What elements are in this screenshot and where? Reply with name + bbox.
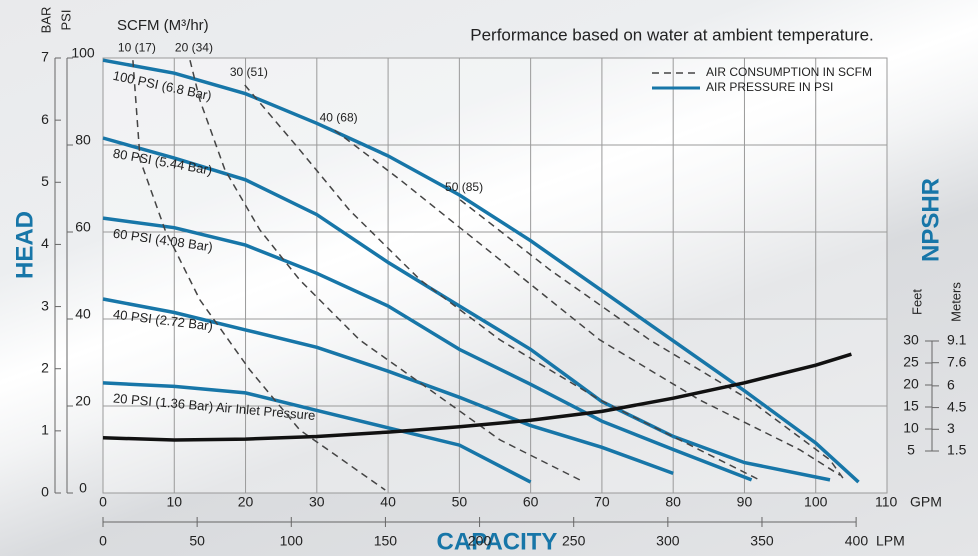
x-alt-tick-label: 400 [845, 533, 869, 549]
y2-tick-label: 30 [903, 332, 919, 348]
x-tick-label: 100 [804, 494, 828, 510]
x-tick-label: 40 [380, 494, 396, 510]
x-tick-label: 50 [452, 494, 468, 510]
y-tick-label: 20 [75, 393, 91, 409]
x-alt-tick-label: 200 [468, 533, 492, 549]
x-tick-label: 70 [594, 494, 610, 510]
y-alt-tick-label: 2 [41, 359, 49, 375]
y2-alt-tick-label: 9.1 [947, 332, 967, 348]
x-tick-label: 90 [737, 494, 753, 510]
x-alt-tick-label: 350 [750, 533, 774, 549]
x-tick-label: 30 [309, 494, 325, 510]
air-consumption-label: 20 (34) [175, 40, 213, 54]
x-tick-label: 10 [166, 494, 182, 510]
air-consumption-line [132, 60, 386, 491]
y-tick-label: 60 [75, 219, 91, 235]
legend-label: AIR CONSUMPTION IN SCFM [706, 65, 872, 79]
air-pressure-line [102, 58, 860, 484]
x-alt-unit: LPM [876, 533, 905, 549]
air-consumption-line [189, 60, 581, 481]
y-tick-label: 100 [71, 45, 95, 61]
y-alt-tick-label: 7 [41, 49, 49, 65]
air-pressure-line [102, 216, 753, 482]
y-alt-tick-label: 4 [41, 235, 49, 251]
x-tick-label: 60 [523, 494, 539, 510]
y2-alt-tick-label: 4.5 [947, 398, 967, 414]
y2-alt-unit: Meters [948, 282, 963, 322]
y2-tick-label: 10 [903, 420, 919, 436]
y2-tick-label: 15 [903, 398, 919, 414]
y2-alt-tick-label: 6 [947, 377, 955, 393]
y2-tick-label: 25 [903, 354, 919, 370]
y2-unit: Feet [909, 289, 924, 315]
x-alt-tick-label: 150 [374, 533, 398, 549]
air-pressure-line [102, 381, 532, 484]
y-alt-tick-label: 0 [41, 484, 49, 500]
air-unit: SCFM (M³/hr) [117, 17, 209, 34]
plot-area [102, 57, 888, 494]
x-alt-tick-label: 100 [280, 533, 304, 549]
npshr-line [102, 352, 852, 442]
y-alt-unit: BAR [38, 7, 53, 34]
x-tick-label: 80 [665, 494, 681, 510]
y2-alt-tick-label: 1.5 [947, 442, 967, 458]
x-tick-label: 20 [238, 494, 254, 510]
y-axis-title: HEAD [11, 211, 38, 279]
x-alt-tick-label: 50 [189, 533, 205, 549]
y2-tick-label: 5 [907, 442, 915, 458]
x-alt-tick-label: 0 [99, 533, 107, 549]
air-consumption-line [244, 84, 760, 481]
y2-alt-tick-label: 3 [947, 420, 955, 436]
y-alt-tick-label: 5 [41, 173, 49, 189]
x-tick-label: 110 [875, 494, 898, 510]
y2-tick-label: 20 [903, 376, 919, 392]
x-unit: GPM [910, 494, 942, 510]
x-axis-title: CAPACITY [437, 528, 558, 555]
x-alt-tick-label: 300 [656, 533, 680, 549]
y-alt-tick-label: 3 [41, 297, 49, 313]
y-tick-label: 0 [79, 480, 87, 496]
y-alt-tick-label: 6 [41, 111, 49, 127]
air-consumption-line [334, 129, 841, 476]
y-tick-label: 80 [75, 132, 91, 148]
y-unit: PSI [58, 10, 73, 31]
air-consumption-label: 10 (17) [118, 40, 156, 54]
x-tick-label: 0 [99, 494, 107, 510]
y-alt-tick-label: 1 [41, 422, 49, 438]
legend-label: AIR PRESSURE IN PSI [706, 80, 833, 94]
y2-alt-tick-label: 7.6 [947, 353, 967, 369]
x-alt-tick-label: 250 [562, 533, 586, 549]
air-pressure-line [102, 297, 674, 476]
air-consumption-label: 50 (85) [445, 180, 483, 194]
air-consumption-label: 30 (51) [230, 65, 268, 79]
y2-axis-title: NPSHR [917, 178, 944, 262]
chart-title: Performance based on water at ambient te… [470, 25, 874, 44]
air-consumption-label: 40 (68) [320, 110, 358, 124]
air-pressure-line [102, 136, 831, 482]
y-tick-label: 40 [75, 306, 91, 322]
air-consumption-line [459, 199, 845, 481]
